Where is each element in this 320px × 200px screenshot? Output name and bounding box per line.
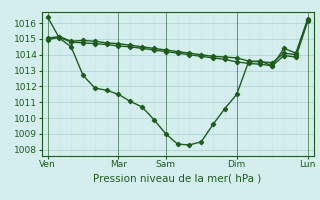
X-axis label: Pression niveau de la mer( hPa ): Pression niveau de la mer( hPa )	[93, 173, 262, 183]
